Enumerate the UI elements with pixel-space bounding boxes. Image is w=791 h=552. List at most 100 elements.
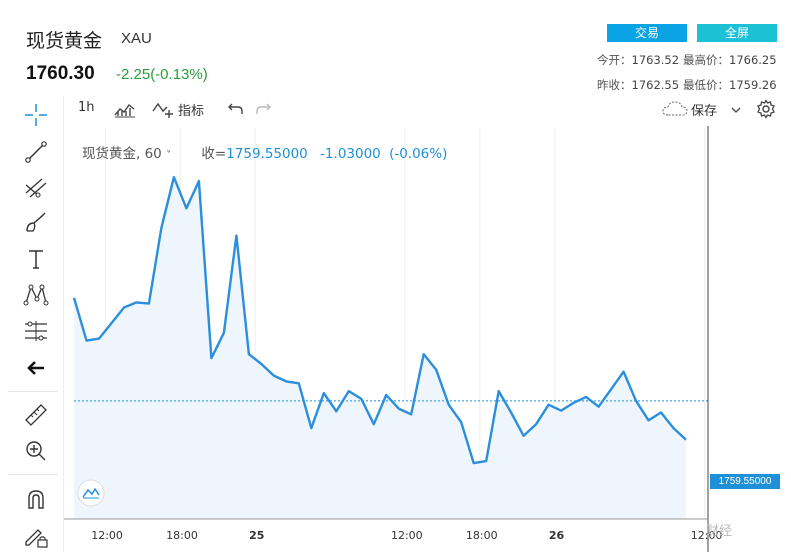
legend-chevron-icon[interactable]: ˅ bbox=[166, 150, 172, 161]
series-legend: 现货黄金, 60 ˅ 收=1759.55000 -1.03000 (-0.06%… bbox=[82, 142, 447, 162]
price-point bbox=[585, 396, 587, 398]
price-point bbox=[498, 390, 500, 392]
back-arrow-icon[interactable] bbox=[22, 354, 50, 382]
price-point bbox=[173, 176, 175, 178]
price-point bbox=[98, 338, 100, 340]
price-point bbox=[660, 412, 662, 414]
price-point bbox=[560, 410, 562, 412]
price-point bbox=[598, 406, 600, 408]
watermark-logo: 财经 bbox=[706, 524, 733, 539]
price-point bbox=[423, 353, 425, 355]
chart-toolbar: 1h 指标 保存 bbox=[64, 96, 791, 126]
price-point bbox=[398, 408, 400, 410]
crosshair-icon[interactable] bbox=[22, 101, 50, 129]
price-point bbox=[160, 227, 162, 229]
legend-series-name[interactable]: 现货黄金, 60 bbox=[82, 146, 162, 162]
drawing-tools-sidebar bbox=[0, 96, 64, 552]
x-tick-label: 18:00 bbox=[166, 529, 198, 542]
price-point bbox=[110, 322, 112, 324]
price-point bbox=[185, 207, 187, 209]
price-point bbox=[635, 400, 637, 402]
price-point bbox=[198, 180, 200, 182]
undo-icon[interactable] bbox=[227, 101, 245, 121]
add-indicator-icon[interactable] bbox=[151, 99, 175, 123]
price-point bbox=[335, 410, 337, 412]
high-value: 1766.25 bbox=[729, 53, 777, 67]
fullscreen-button[interactable]: 全屏 bbox=[697, 24, 777, 42]
text-icon[interactable] bbox=[22, 245, 50, 273]
price-point bbox=[523, 435, 525, 437]
price-point bbox=[485, 460, 487, 462]
trend-line-icon[interactable] bbox=[22, 138, 50, 166]
open-price-stat: 今开：1763.52 bbox=[597, 52, 679, 68]
price-point bbox=[548, 404, 550, 406]
fib-icon[interactable] bbox=[22, 317, 50, 345]
ruler-icon[interactable] bbox=[22, 401, 50, 429]
price-point bbox=[273, 375, 275, 377]
price-point bbox=[510, 412, 512, 414]
chevron-down-icon[interactable] bbox=[731, 103, 741, 118]
zoom-in-icon[interactable] bbox=[22, 437, 50, 465]
price-point bbox=[435, 369, 437, 371]
save-button[interactable]: 保存 bbox=[691, 104, 718, 119]
last-price-tag: 1759.55000 bbox=[710, 474, 780, 489]
pattern-icon[interactable] bbox=[22, 281, 50, 309]
candle-style-icon[interactable] bbox=[114, 100, 136, 122]
price-point bbox=[673, 427, 675, 429]
high-label: 最高价： bbox=[683, 53, 729, 67]
price-point bbox=[323, 392, 325, 394]
instrument-title: 现货黄金 bbox=[26, 30, 103, 52]
price-line bbox=[72, 176, 687, 465]
price-point bbox=[610, 388, 612, 390]
price-point bbox=[535, 423, 537, 425]
price-point bbox=[573, 402, 575, 404]
prev-close-label: 昨收： bbox=[597, 78, 632, 92]
price-change: -2.25(-0.13%) bbox=[116, 66, 208, 83]
chart-type-icon bbox=[77, 479, 105, 507]
price-point bbox=[248, 353, 250, 355]
prev-close-stat: 昨收：1762.55 bbox=[597, 77, 679, 93]
lock-draw-icon[interactable] bbox=[22, 520, 50, 548]
price-area-fill bbox=[74, 177, 686, 519]
price-point bbox=[285, 380, 287, 382]
legend-change-value: -1.03000 bbox=[320, 146, 381, 162]
price-point bbox=[235, 235, 237, 237]
legend-close-value: 1759.55000 bbox=[226, 146, 308, 162]
gear-icon[interactable] bbox=[756, 99, 776, 123]
x-tick-label: 18:00 bbox=[465, 529, 498, 542]
pitchfork-icon[interactable] bbox=[22, 173, 50, 201]
x-tick-label: 25 bbox=[249, 529, 265, 542]
sidebar-divider bbox=[8, 391, 58, 392]
price-point bbox=[310, 427, 312, 429]
magnet-icon[interactable] bbox=[22, 486, 50, 514]
price-point bbox=[460, 421, 462, 423]
trade-button[interactable]: 交易 bbox=[607, 24, 687, 42]
price-point bbox=[623, 371, 625, 373]
redo-icon[interactable] bbox=[254, 101, 272, 121]
price-point bbox=[373, 423, 375, 425]
price-point bbox=[648, 419, 650, 421]
price-point bbox=[260, 363, 262, 365]
price-point bbox=[685, 439, 687, 441]
open-label: 今开： bbox=[597, 53, 632, 67]
brush-icon[interactable] bbox=[22, 209, 50, 237]
low-label: 最低价： bbox=[683, 78, 729, 92]
price-point bbox=[148, 303, 150, 305]
high-price-stat: 最高价：1766.25 bbox=[683, 52, 777, 68]
cloud-icon[interactable] bbox=[662, 101, 688, 121]
x-tick-label: 12:00 bbox=[390, 529, 423, 542]
x-tick-label: 12:00 bbox=[690, 529, 723, 542]
indicators-label[interactable]: 指标 bbox=[178, 104, 205, 119]
x-tick-label: 12:00 bbox=[91, 529, 123, 542]
price-point bbox=[385, 394, 387, 396]
price-point bbox=[135, 301, 137, 303]
interval-selector[interactable]: 1h bbox=[78, 100, 95, 115]
instrument-symbol: XAU bbox=[121, 30, 152, 47]
quote-header: 现货黄金 XAU 1760.30 -2.25(-0.13%) 交易 全屏 今开：… bbox=[0, 0, 791, 95]
prev-close-value: 1762.55 bbox=[631, 78, 680, 92]
low-price-stat: 最低价：1759.26 bbox=[683, 77, 777, 93]
price-point bbox=[473, 462, 475, 464]
price-point bbox=[360, 398, 362, 400]
legend-change-pct: (-0.06%) bbox=[389, 146, 448, 162]
